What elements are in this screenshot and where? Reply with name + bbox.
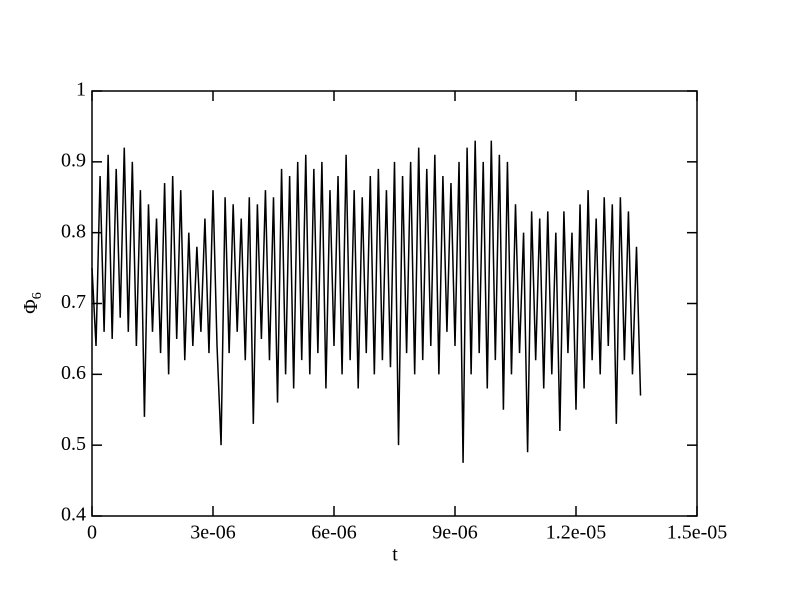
data-line xyxy=(91,140,642,463)
x-tick-label: 1.2e-05 xyxy=(546,522,607,544)
x-tick-label: 0 xyxy=(87,522,97,544)
y-tick-label: 0.6 xyxy=(61,362,86,384)
y-axis-label: Φ6 xyxy=(20,292,46,314)
x-tick-label: 9e-06 xyxy=(432,522,478,544)
y-tick-label: 0.4 xyxy=(61,504,86,526)
y-tick-label: 0.7 xyxy=(61,291,86,313)
x-tick-label: 6e-06 xyxy=(311,522,357,544)
y-axis-label-subscript: 6 xyxy=(30,292,45,299)
y-tick-label: 0.9 xyxy=(61,149,86,171)
y-axis-label-main: Φ xyxy=(20,299,42,314)
y-tick-label: 0.8 xyxy=(61,220,86,242)
y-tick-label: 0.5 xyxy=(61,433,86,455)
x-axis-label: t xyxy=(392,544,398,566)
x-tick-label: 3e-06 xyxy=(190,522,236,544)
y-tick-label: 1 xyxy=(76,79,86,101)
x-tick-label: 1.5e-05 xyxy=(667,522,728,544)
